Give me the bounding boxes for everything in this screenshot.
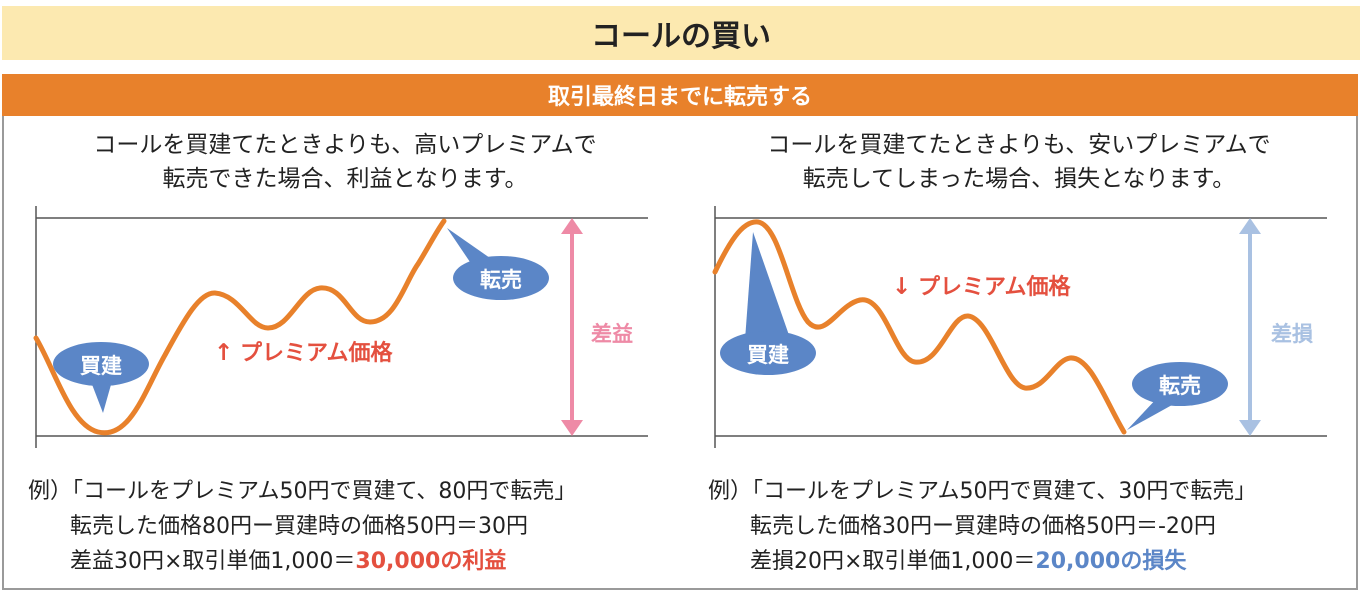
title-bar: コールの買い bbox=[2, 6, 1360, 60]
left-premium-label: プレミアム価格 bbox=[240, 340, 393, 366]
right-example-line3: 差損20円×取引単価1,000＝20,000の損失 bbox=[750, 544, 1216, 579]
left-sell-bubble bbox=[453, 256, 549, 300]
left-buy-bubble bbox=[53, 342, 149, 386]
left-description: コールを買建てたときよりも、高いプレミアムで 転売できた場合、利益となります。 bbox=[40, 128, 650, 196]
right-buy-label: 買建 bbox=[747, 343, 789, 367]
left-diff-arrow-bottom-icon bbox=[561, 420, 583, 436]
right-price-line bbox=[712, 219, 1127, 435]
left-example-line2: 転売した価格80円ー買建時の価格50円＝30円 bbox=[70, 514, 528, 539]
subtitle: 取引最終日までに転売する bbox=[547, 85, 812, 110]
right-premium-label: プレミアム価格 bbox=[918, 274, 1071, 300]
left-example-calc: 転売した価格80円ー買建時の価格50円＝30円 差益30円×取引単価1,000＝… bbox=[70, 509, 528, 579]
right-buy-bubble-tail bbox=[745, 232, 790, 340]
subtitle-bar: 取引最終日までに転売する bbox=[2, 74, 1358, 116]
right-desc-line1: コールを買建てたときよりも、安いプレミアムで bbox=[767, 132, 1271, 158]
left-example-line3: 差益30円×取引単価1,000＝30,000の利益 bbox=[70, 544, 528, 579]
right-example-line2: 転売した価格30円ー買建時の価格50円＝-20円 bbox=[750, 514, 1216, 539]
right-example: 例）「コールをプレミアム50円で買建て、30円で転売」 bbox=[708, 474, 1256, 509]
right-desc-line2: 転売してしまった場合、損失となります。 bbox=[802, 166, 1236, 192]
left-diff-arrow-top-icon bbox=[561, 218, 583, 234]
left-example-line1: 例）「コールをプレミアム50円で買建て、80円で転売」 bbox=[28, 479, 577, 504]
right-example-line1: 例）「コールをプレミアム50円で買建て、30円で転売」 bbox=[708, 479, 1257, 504]
right-diff-label: 差損 bbox=[1271, 322, 1314, 346]
right-example-line3-prefix: 差損20円×取引単価1,000＝ bbox=[750, 549, 1036, 574]
left-sell-label: 転売 bbox=[480, 268, 522, 292]
right-buy-bubble bbox=[720, 331, 816, 375]
left-chart: 買建 転売 ↑ プレミアム価格 差益 bbox=[33, 206, 648, 448]
right-down-arrow-icon: ↓ bbox=[892, 274, 911, 300]
right-sell-bubble bbox=[1132, 362, 1228, 406]
right-example-calc: 転売した価格30円ー買建時の価格50円＝-20円 差損20円×取引単価1,000… bbox=[750, 509, 1216, 579]
right-sell-label: 転売 bbox=[1159, 374, 1201, 398]
left-diff-label: 差益 bbox=[591, 322, 633, 346]
right-chart: 買建 転売 ↓ プレミアム価格 差損 bbox=[712, 206, 1327, 448]
left-sell-bubble-tail bbox=[447, 228, 490, 262]
left-price-line bbox=[33, 218, 447, 436]
right-description: コールを買建てたときよりも、安いプレミアムで 転売してしまった場合、損失となりま… bbox=[714, 128, 1324, 196]
left-example-line3-prefix: 差益30円×取引単価1,000＝ bbox=[70, 549, 356, 574]
right-example-result: 20,000の損失 bbox=[1035, 549, 1187, 574]
left-example-result: 30,000の利益 bbox=[355, 549, 507, 574]
left-example: 例）「コールをプレミアム50円で買建て、80円で転売」 bbox=[28, 474, 576, 509]
left-desc-line1: コールを買建てたときよりも、高いプレミアムで bbox=[93, 132, 597, 158]
left-desc-line2: 転売できた場合、利益となります。 bbox=[162, 166, 528, 192]
right-diff-arrow-bottom-icon bbox=[1239, 420, 1261, 436]
left-buy-label: 買建 bbox=[80, 354, 122, 378]
left-up-arrow-icon: ↑ bbox=[214, 340, 233, 366]
page-title: コールの買い bbox=[591, 19, 771, 54]
right-diff-arrow-top-icon bbox=[1239, 218, 1261, 234]
